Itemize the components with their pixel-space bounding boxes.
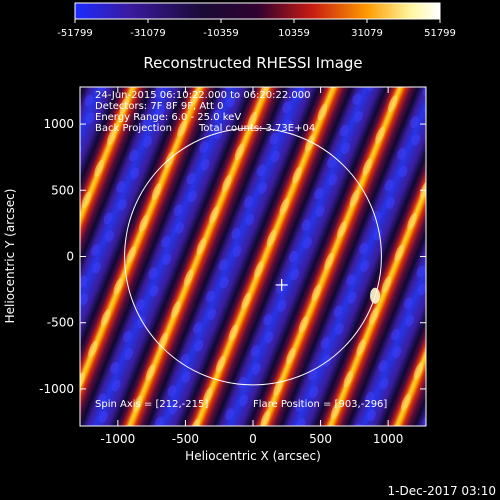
colorbar-tick-label: 10359 <box>278 28 310 39</box>
x-axis: -1000 -500 0 500 1000 <box>100 87 403 446</box>
info-detectors: Detectors: 7F 8F 9F, Att 0 <box>95 101 223 112</box>
y-tick-label: 0 <box>66 250 74 264</box>
info-block: 24-Jun-2015 06:10:22.000 to 06:20:22.000… <box>95 90 387 410</box>
x-tick-label: 500 <box>309 432 332 446</box>
info-flare-position: Flare Position = [903,-296] <box>253 399 387 410</box>
y-tick-label: -500 <box>47 316 74 330</box>
plot-title: Reconstructed RHESSI Image <box>143 54 362 72</box>
x-tick-label: 1000 <box>373 432 404 446</box>
x-tick-label: -1000 <box>100 432 135 446</box>
y-tick-label: 1000 <box>43 117 74 131</box>
flare-spot <box>370 287 381 304</box>
info-method: Back Projection <box>95 123 172 134</box>
spin-axis-marker-icon <box>275 278 288 291</box>
info-counts: Total counts: 3.73E+04 <box>198 123 315 134</box>
info-spin-axis: Spin Axis = [212,-215] <box>95 399 208 410</box>
y-tick-label: -1000 <box>39 382 74 396</box>
colorbar-tick-label: -10359 <box>203 28 238 39</box>
colorbar-tick-label: 51799 <box>424 28 456 39</box>
colorbar-tick-label: -51799 <box>57 28 92 39</box>
footer-date: 1-Dec-2017 03:10 <box>388 484 496 498</box>
x-tick-label: -500 <box>172 432 199 446</box>
solar-limb-circle <box>124 127 382 386</box>
info-time-range: 24-Jun-2015 06:10:22.000 to 06:20:22.000 <box>95 90 311 101</box>
y-axis: 1000 500 0 -500 -1000 <box>39 117 426 396</box>
y-tick-label: 500 <box>51 183 74 197</box>
x-tick-label: 0 <box>249 432 257 446</box>
colorbar: -51799 -31079 -10359 10359 31079 51799 <box>57 2 456 39</box>
image-blobs <box>80 87 426 426</box>
x-axis-label: Heliocentric X (arcsec) <box>185 449 321 463</box>
colorbar-gradient <box>74 2 441 20</box>
colorbar-tick-label: 31079 <box>351 28 383 39</box>
image-panel <box>80 87 426 426</box>
colorbar-tick-label: -31079 <box>130 28 165 39</box>
info-energy: Energy Range: 6.0 - 25.0 keV <box>95 112 241 123</box>
y-axis-label: Heliocentric Y (arcsec) <box>3 189 17 324</box>
